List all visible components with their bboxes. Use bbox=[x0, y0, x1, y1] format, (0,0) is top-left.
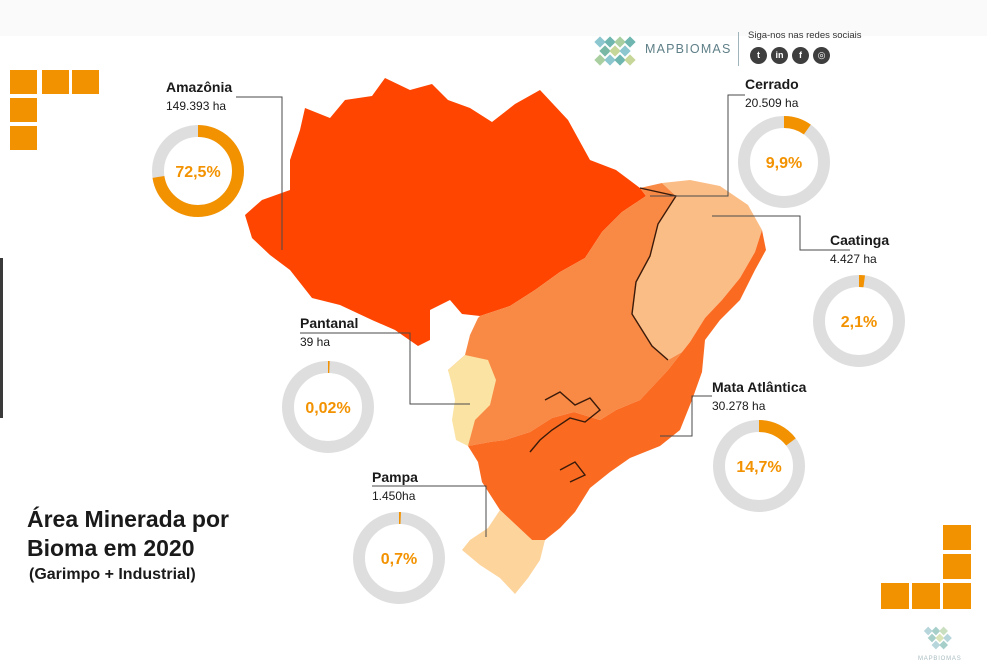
deco-tile bbox=[42, 70, 69, 94]
donut-pampa: 0,7% bbox=[353, 512, 445, 604]
biome-name-cerrado: Cerrado bbox=[745, 76, 799, 92]
biome-name-amazonia: Amazônia bbox=[166, 79, 232, 95]
callout-line-pampa bbox=[372, 485, 487, 537]
donut-arc bbox=[738, 116, 830, 208]
facebook-icon[interactable]: f bbox=[792, 47, 809, 64]
map-region-amazonia bbox=[245, 78, 646, 346]
social-title: Siga-nos nas redes sociais bbox=[748, 30, 862, 41]
donut-arc bbox=[713, 420, 805, 512]
twitter-icon[interactable]: t bbox=[750, 47, 767, 64]
deco-tile bbox=[10, 126, 37, 150]
map-region-pantanal bbox=[448, 355, 496, 446]
mapbiomas-logo-icon bbox=[594, 36, 636, 66]
map-region-caatinga bbox=[632, 180, 762, 360]
donut-caatinga: 2,1% bbox=[813, 275, 905, 367]
donut-cerrado: 9,9% bbox=[738, 116, 830, 208]
pct-label: 9,9% bbox=[766, 155, 802, 172]
biome-area-cerrado: 20.509 ha bbox=[745, 96, 799, 110]
deco-tile bbox=[72, 70, 99, 94]
header: MAPBIOMAS Siga-nos nas redes sociais t i… bbox=[592, 30, 892, 70]
map-region-pampa bbox=[462, 510, 545, 594]
donut-amazonia: 72,5% bbox=[152, 125, 244, 217]
brazil-map bbox=[245, 78, 766, 594]
deco-tile bbox=[10, 70, 37, 94]
deco-tile bbox=[10, 98, 37, 122]
linkedin-icon[interactable]: in bbox=[771, 47, 788, 64]
pct-label: 0,7% bbox=[381, 551, 417, 568]
chart-title-line-1: Área Minerada por bbox=[27, 506, 229, 532]
mapbiomas-logo-text: MAPBIOMAS bbox=[645, 42, 732, 56]
top-strip bbox=[0, 0, 987, 36]
chart-subtitle: (Garimpo + Industrial) bbox=[29, 566, 196, 583]
biome-area-pantanal: 39 ha bbox=[300, 335, 330, 349]
biome-area-mata-atlantica: 30.278 ha bbox=[712, 399, 766, 413]
callout-line-mata-atlantica bbox=[660, 395, 712, 437]
donut-arc bbox=[353, 512, 445, 604]
donut-arc bbox=[152, 125, 244, 217]
chart-title-line-2: Bioma em 2020 bbox=[27, 535, 195, 561]
pct-label: 0,02% bbox=[305, 400, 350, 417]
callout-line-amazonia bbox=[236, 96, 283, 250]
map-region-cerrado bbox=[448, 183, 690, 446]
biome-name-caatinga: Caatinga bbox=[830, 232, 889, 248]
callout-line-cerrado bbox=[650, 94, 745, 197]
footer-logo-text: MAPBIOMAS bbox=[918, 656, 962, 662]
video-side-sliver bbox=[0, 258, 3, 418]
biome-area-pampa: 1.450ha bbox=[372, 489, 416, 503]
deco-tile bbox=[912, 583, 940, 609]
callout-lines bbox=[236, 94, 850, 537]
biome-area-caatinga: 4.427 ha bbox=[830, 252, 877, 266]
biome-area-amazonia: 149.393 ha bbox=[166, 99, 226, 113]
map-region-mata-atlantica bbox=[468, 230, 766, 540]
biome-name-pampa: Pampa bbox=[372, 469, 418, 485]
map-detail-lines bbox=[529, 187, 678, 483]
deco-tile bbox=[881, 583, 909, 609]
donut-arc bbox=[813, 275, 905, 367]
header-divider bbox=[738, 32, 739, 66]
callout-line-pantanal bbox=[300, 332, 470, 405]
instagram-icon[interactable]: ◎ bbox=[813, 47, 830, 64]
biome-name-pantanal: Pantanal bbox=[300, 315, 358, 331]
callout-line-caatinga bbox=[712, 215, 850, 251]
donut-arc bbox=[282, 361, 374, 453]
pct-label: 14,7% bbox=[736, 459, 781, 476]
donut-mata-atlantica: 14,7% bbox=[713, 420, 805, 512]
donut-pantanal: 0,02% bbox=[282, 361, 374, 453]
deco-tile bbox=[943, 525, 971, 550]
footer-logo-icon bbox=[923, 626, 952, 650]
deco-tile bbox=[943, 554, 971, 579]
pct-label: 72,5% bbox=[175, 164, 220, 181]
pct-label: 2,1% bbox=[841, 314, 877, 331]
deco-tile bbox=[943, 583, 971, 609]
biome-name-mata-atlantica: Mata Atlântica bbox=[712, 379, 807, 395]
